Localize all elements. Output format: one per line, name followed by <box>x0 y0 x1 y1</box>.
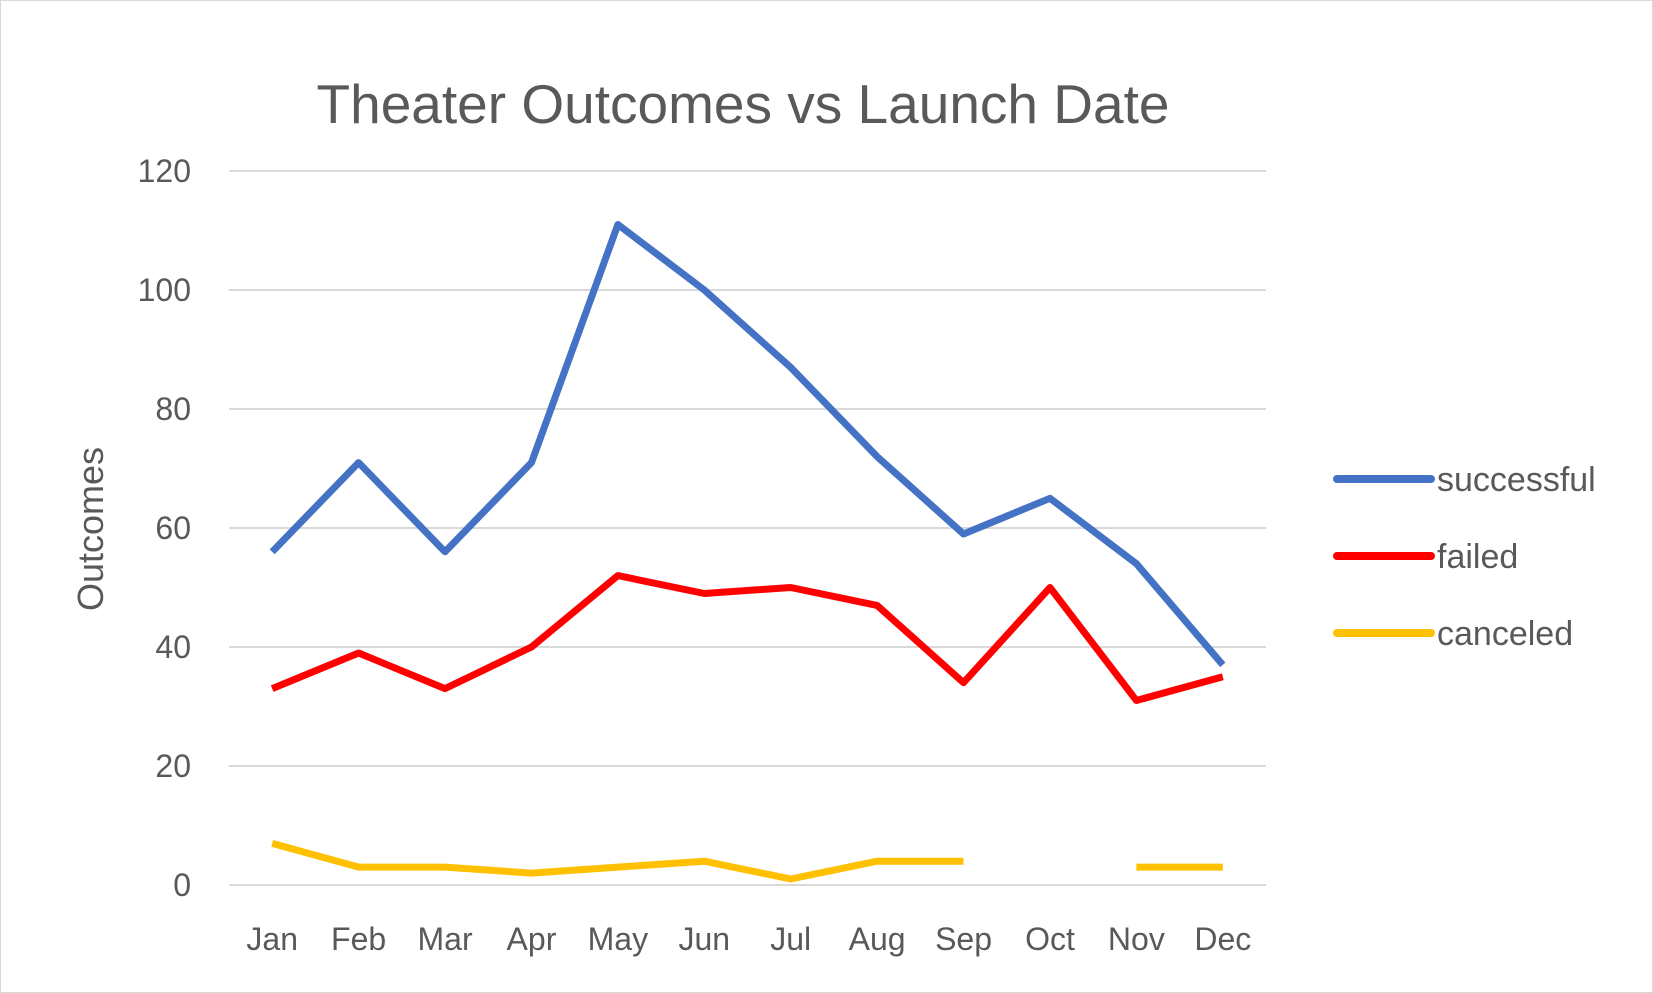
series-line-successful <box>269 221 1226 668</box>
y-tick-label: 0 <box>173 867 191 903</box>
y-axis-ticks: 0 20 40 60 80 100 120 <box>138 153 191 903</box>
legend-label: canceled <box>1437 615 1573 653</box>
x-tick-label: Dec <box>1194 921 1251 957</box>
legend: successful failed canceled <box>1333 461 1596 653</box>
x-tick-label: Jan <box>246 921 298 957</box>
x-tick-label: Aug <box>849 921 906 957</box>
y-tick-label: 20 <box>155 748 191 784</box>
y-tick-label: 80 <box>155 391 191 427</box>
y-tick-label: 40 <box>155 629 191 665</box>
x-axis-ticks: Jan Feb Mar Apr May Jun Jul Aug Sep Oct Nov Dec <box>246 921 1251 957</box>
x-tick-label: Feb <box>331 921 386 957</box>
y-tick-label: 100 <box>138 272 191 308</box>
series-lines <box>269 221 1226 883</box>
y-tick-label: 120 <box>138 153 191 189</box>
x-tick-label: Nov <box>1108 921 1165 957</box>
chart-title: Theater Outcomes vs Launch Date <box>317 73 1170 135</box>
y-axis-label: Outcomes <box>70 447 111 611</box>
x-tick-label: Mar <box>417 921 472 957</box>
series-line-failed <box>270 572 1224 704</box>
x-tick-label: Sep <box>935 921 992 957</box>
series-line-canceled <box>271 840 1223 883</box>
x-tick-label: Jun <box>678 921 730 957</box>
x-tick-label: Oct <box>1025 921 1075 957</box>
x-tick-label: May <box>588 921 648 957</box>
gridlines <box>229 170 1266 886</box>
x-tick-label: Apr <box>507 921 557 957</box>
y-tick-label: 60 <box>155 510 191 546</box>
legend-label: successful <box>1437 461 1596 499</box>
legend-label: failed <box>1437 538 1518 576</box>
x-tick-label: Jul <box>770 921 811 957</box>
